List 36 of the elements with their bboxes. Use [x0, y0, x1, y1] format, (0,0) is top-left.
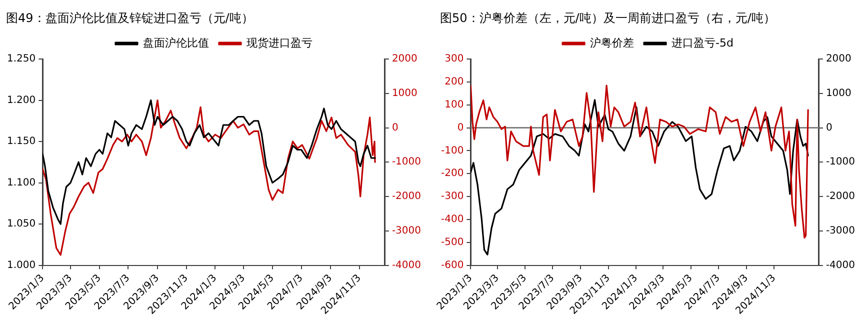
y-tick-label: -500 [440, 236, 464, 248]
y-tick-label: 1.100 [6, 177, 36, 188]
legend-label: 现货进口盈亏 [246, 36, 312, 50]
y2-tick-label: -3000 [392, 225, 422, 236]
legend-label: 进口盈亏-5d [672, 36, 734, 50]
y-tick-label: -300 [440, 191, 464, 202]
legend-label: 盘面沪伦比值 [143, 36, 209, 50]
y-tick-label: 1.200 [6, 94, 36, 106]
y-tick-label: -100 [440, 145, 464, 156]
y2-tick-label: 0 [392, 122, 398, 134]
y-tick-label: 100 [444, 99, 464, 110]
y-tick-label: -600 [440, 260, 464, 271]
y2-tick-label: -1000 [392, 156, 422, 168]
y2-tick-label: -1000 [826, 156, 856, 168]
y-tick-label: 1.150 [6, 136, 36, 148]
y-tick-label: 0 [457, 122, 464, 134]
y-tick-label: -400 [440, 214, 464, 226]
y-tick-label: 300 [444, 54, 464, 65]
y2-tick-label: -2000 [392, 191, 422, 202]
y2-tick-label: -3000 [826, 225, 856, 236]
y-tick-label: 1.250 [6, 54, 36, 65]
y2-tick-label: -4000 [392, 260, 422, 271]
y2-tick-label: 2000 [826, 54, 852, 65]
y2-tick-label: 2000 [392, 54, 418, 65]
y-tick-label: 1.050 [6, 218, 36, 230]
y2-tick-label: -4000 [826, 260, 856, 271]
y2-tick-label: 0 [826, 122, 832, 134]
y2-tick-label: 1000 [826, 88, 852, 99]
chart-title: 图50：沪粤价差（左，元/吨）及一周前进口盈亏（右，元/吨） [440, 10, 776, 27]
y2-tick-label: -2000 [826, 191, 856, 202]
y2-tick-label: 1000 [392, 88, 418, 99]
y-tick-label: 200 [444, 76, 464, 88]
chart-title: 图49：盘面沪伦比值及锌锭进口盈亏（元/吨） [6, 10, 254, 27]
y-tick-label: 1.000 [6, 260, 36, 271]
legend-label: 沪粤价差 [590, 36, 634, 50]
y-tick-label: -200 [440, 168, 464, 180]
